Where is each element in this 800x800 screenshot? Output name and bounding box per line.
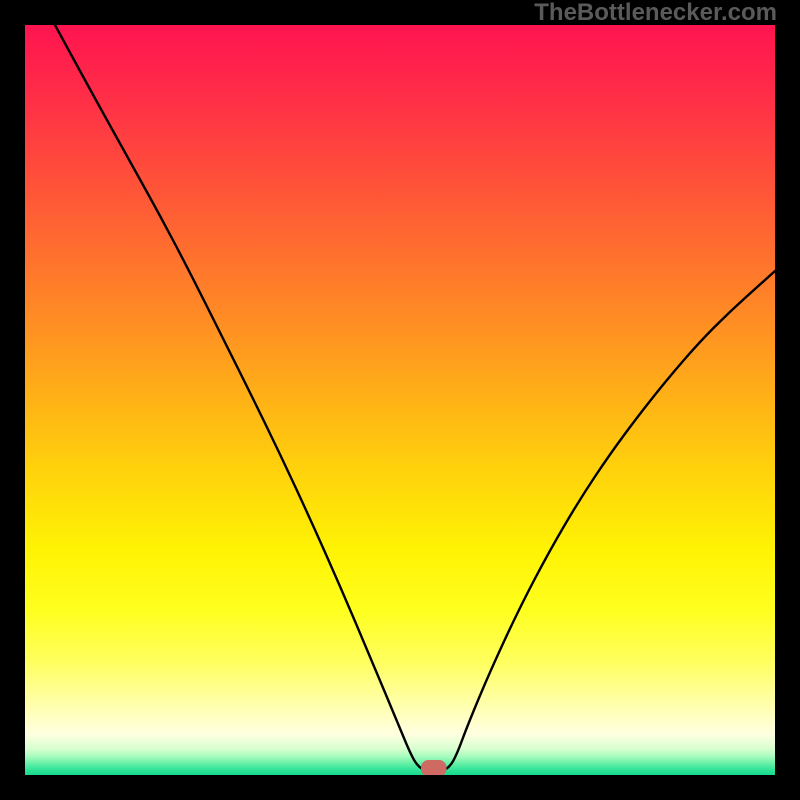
chart-stage: TheBottlenecker.com — [0, 0, 800, 800]
attribution-text: TheBottlenecker.com — [534, 0, 777, 27]
gradient-background — [25, 25, 775, 775]
optimal-point-marker — [421, 760, 447, 775]
bottleneck-curve-plot — [25, 25, 775, 775]
